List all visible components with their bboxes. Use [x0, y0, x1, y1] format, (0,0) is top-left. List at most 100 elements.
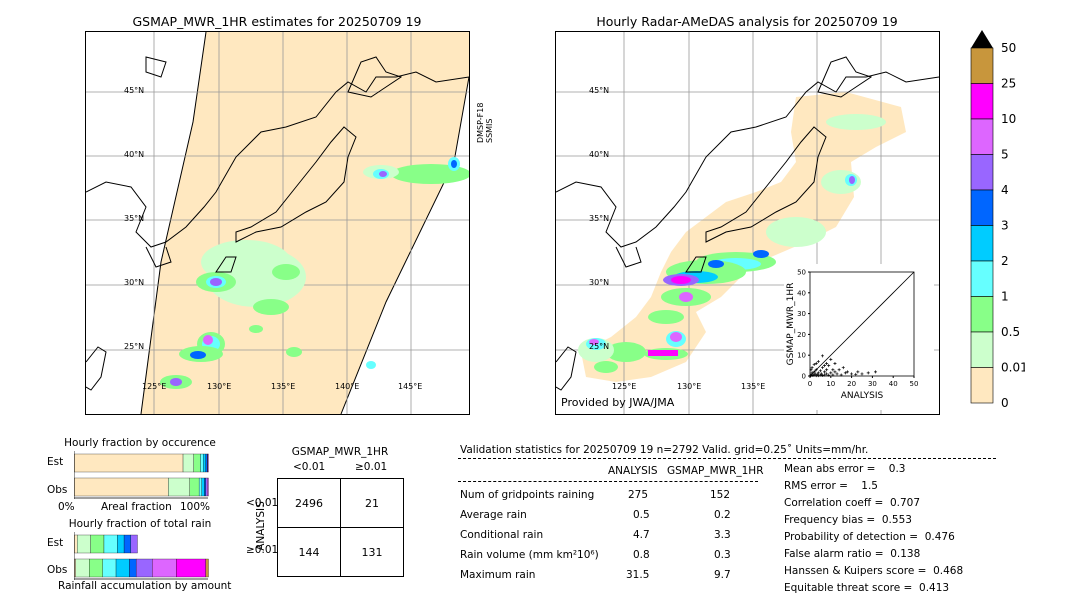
occurrence-tick-left: 0%	[58, 501, 75, 513]
stats-row-label: Maximum rain	[460, 569, 536, 581]
scatter-point	[850, 372, 854, 376]
scatter-inset: 0 10 20 30 40 50 0 10 20 30 40 50 ANALYSIS GSMAP_MWR_…	[784, 264, 934, 410]
bar-segment	[103, 534, 118, 554]
scatter-point	[825, 362, 829, 366]
colorbar-segment	[970, 47, 994, 84]
stats-col-divider	[458, 481, 758, 482]
stats-row-analysis: 275	[628, 489, 649, 501]
colorbar-extend-arrow	[971, 30, 993, 48]
contingency-table: 2496 21 144 131	[277, 478, 404, 577]
lat-label-25: 25°N	[124, 342, 145, 351]
scatter-point	[814, 368, 818, 372]
colorbar-tick-label: 3	[1001, 219, 1009, 233]
scatter-point	[825, 372, 829, 376]
scatter-point	[816, 374, 820, 378]
lon-label-135: 135°E	[741, 382, 766, 391]
scatter-point	[854, 372, 858, 376]
scatter-point	[823, 373, 827, 377]
left-map-grid	[86, 32, 469, 414]
lon-label-145: 145°E	[398, 382, 423, 391]
scatter-x-tick-label: 10	[826, 380, 835, 388]
right-map-svg	[556, 32, 939, 414]
score-rms: RMS error = 1.5	[784, 480, 878, 492]
scatter-point	[874, 370, 878, 374]
scatter-x-tick-label: 40	[889, 380, 898, 388]
stats-row-label: Average rain	[460, 509, 527, 521]
contingency-cell: 144	[277, 527, 341, 577]
sensor-label: DMSP-F18 SSMIS	[476, 102, 494, 143]
colorbar-tick-label: 4	[1001, 183, 1009, 197]
scatter-point	[810, 371, 814, 375]
occurrence-est-label: Est	[47, 456, 64, 468]
contingency-cell: 21	[340, 478, 404, 528]
scatter-point	[841, 366, 845, 370]
colorbar-segment	[970, 189, 994, 226]
scatter-y-tick-label: 50	[797, 269, 806, 277]
stats-col-gsmap: GSMAP_MWR_1HR	[667, 465, 764, 477]
colorbar: 50 25 10 5 4 3 2 1 0.5 0.01 0	[970, 30, 1025, 410]
colorbar-tick-label: 5	[1001, 148, 1009, 162]
colorbar-tick-label: 0.5	[1001, 325, 1020, 339]
right-map-title: Hourly Radar-AMeDAS analysis for 2025070…	[596, 14, 898, 29]
bar-segment	[189, 477, 200, 497]
scatter-point	[833, 362, 837, 366]
score-corr: Correlation coeff = 0.707	[784, 497, 920, 509]
score-ets: Equitable threat score = 0.413	[784, 582, 950, 594]
stats-row-gsmap: 9.7	[714, 569, 731, 581]
scatter-y-tick-label: 10	[797, 352, 806, 360]
bar-segment	[130, 534, 138, 554]
scatter-point	[812, 363, 816, 367]
occurrence-tick-right: 100%	[180, 501, 211, 513]
bar-segment	[89, 558, 103, 578]
totalrain-title: Hourly fraction of total rain	[68, 518, 212, 530]
stats-row-gsmap: 0.3	[714, 549, 731, 561]
scatter-point	[813, 372, 817, 376]
lat-label-30: 30°N	[589, 278, 610, 287]
left-map-rain	[160, 157, 469, 389]
colorbar-tick-label: 1	[1001, 290, 1009, 304]
lat-label-45: 45°N	[589, 86, 610, 95]
right-map-coastline	[556, 56, 939, 391]
occurrence-title: Hourly fraction by occurence	[64, 437, 216, 449]
left-map-coastline	[86, 56, 469, 391]
contingency-row-1: <0.01	[246, 497, 279, 509]
stats-row-label: Conditional rain	[460, 529, 544, 541]
scatter-point	[816, 371, 820, 375]
left-map-title: GSMAP_MWR_1HR estimates for 20250709 19	[132, 14, 422, 29]
bar-segment	[201, 477, 205, 497]
colorbar-tick-label: 0.01	[1001, 361, 1025, 375]
scatter-point	[856, 370, 860, 374]
scatter-point	[833, 370, 837, 374]
lat-label-35: 35°N	[589, 214, 610, 223]
bar-segment	[74, 558, 76, 578]
stats-col-analysis: ANALYSIS	[608, 465, 658, 477]
scatter-point	[831, 368, 835, 372]
scatter-y-tick-label: 0	[802, 373, 806, 381]
bar-segment	[102, 558, 117, 578]
scatter-x-tick-label: 50	[910, 380, 919, 388]
scatter-ylabel: GSMAP_MWR_1HR	[786, 283, 796, 366]
scatter-point	[820, 373, 824, 377]
occurrence-xlabel: Areal fraction	[101, 501, 172, 513]
scatter-y-tick-label: 30	[797, 310, 806, 318]
bar-segment	[74, 453, 184, 473]
lon-label-125: 125°E	[612, 382, 637, 391]
scatter-point	[866, 371, 870, 375]
stats-row-label: Rain volume (mm km²10⁶)	[460, 549, 599, 561]
bar-segment	[90, 534, 105, 554]
contingency-cell: 131	[340, 527, 404, 577]
scatter-y-tick-label: 40	[797, 289, 806, 297]
stats-row-analysis: 0.5	[633, 509, 650, 521]
scatter-point	[839, 373, 843, 377]
swath-edge-west	[140, 32, 207, 414]
bar-segment	[205, 477, 208, 497]
scatter-point	[860, 372, 864, 376]
bar-segment	[204, 477, 206, 497]
scatter-point	[843, 371, 847, 375]
scatter-point	[814, 362, 818, 366]
totalrain-xlabel: Rainfall accumulation by amount	[58, 580, 232, 592]
stats-header-divider	[458, 458, 996, 459]
lon-label-130: 130°E	[677, 382, 702, 391]
bar-segment	[117, 534, 125, 554]
scatter-point	[837, 368, 841, 372]
